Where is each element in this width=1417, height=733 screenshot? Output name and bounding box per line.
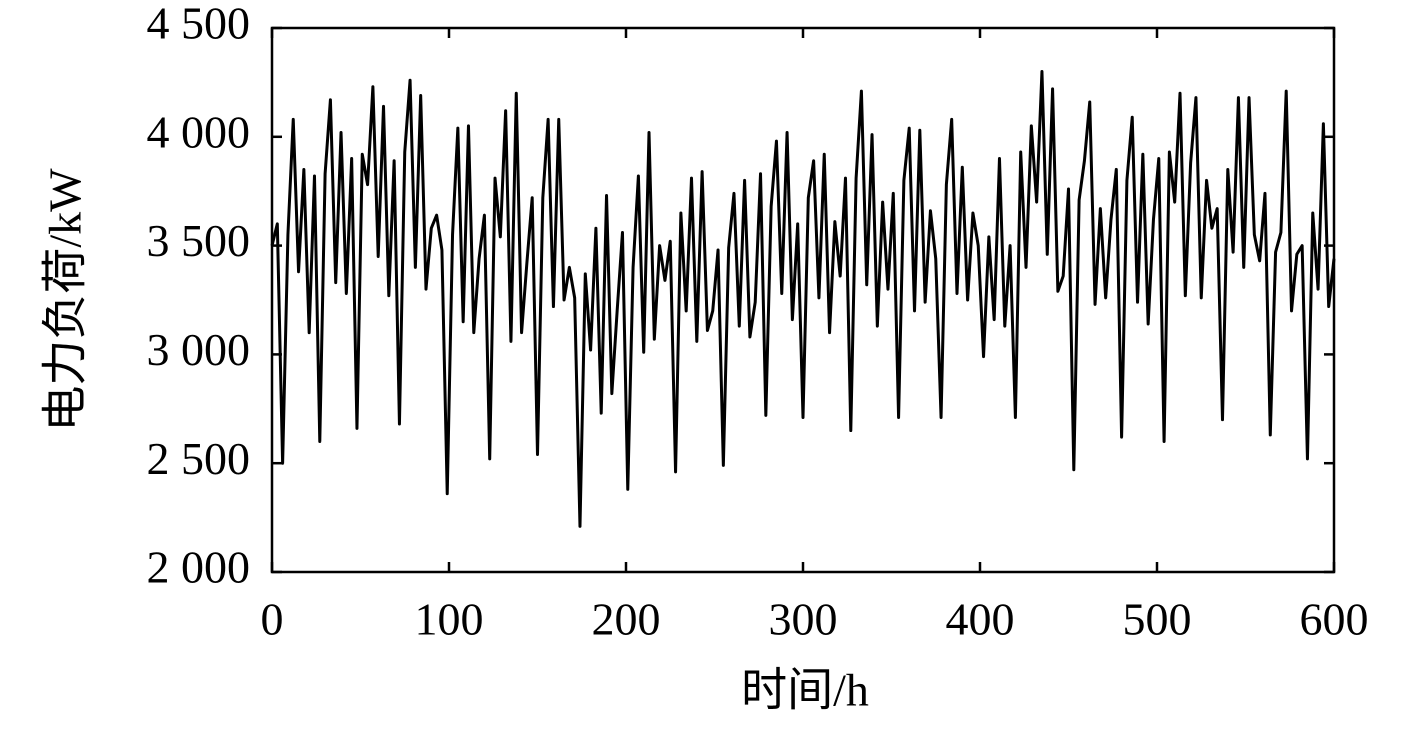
y-tick-label: 3 000: [147, 324, 251, 375]
plot-frame: [270, 26, 1336, 574]
y-tick-label: 2 500: [147, 433, 251, 484]
x-tick-label: 100: [415, 594, 484, 645]
y-tick-label: 4 500: [147, 0, 251, 49]
x-tick-label: 600: [1300, 594, 1369, 645]
y-tick-label: 3 500: [147, 215, 251, 266]
x-tick-label: 0: [261, 594, 284, 645]
y-tick-label: 2 000: [147, 542, 251, 593]
x-tick-label: 300: [769, 594, 838, 645]
y-axis-label: 电力负荷/kW: [40, 168, 91, 432]
x-tick-label: 500: [1123, 594, 1192, 645]
x-tick-label: 400: [946, 594, 1015, 645]
x-tick-label: 200: [592, 594, 661, 645]
x-axis-label: 时间/h: [741, 665, 869, 716]
y-tick-label: 4 000: [147, 106, 251, 157]
line-series: [270, 70, 1336, 528]
